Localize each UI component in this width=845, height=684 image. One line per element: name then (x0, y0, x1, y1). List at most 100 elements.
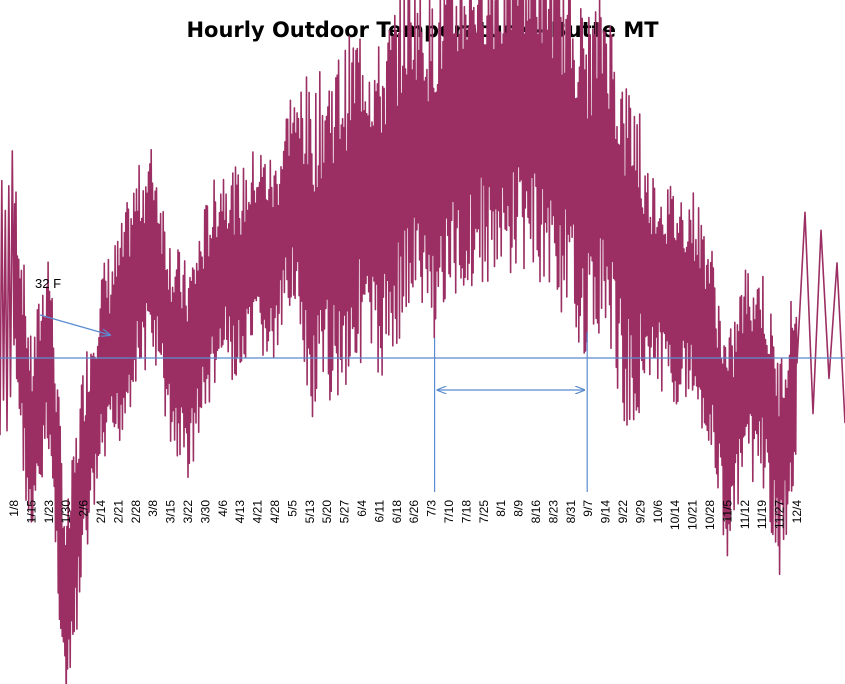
reference-pointer-arrow (39, 314, 110, 335)
data-point (778, 466, 780, 468)
x-tick-label: 1/8 (7, 500, 21, 517)
x-tick-label: 4/28 (268, 500, 282, 524)
x-tick-label: 10/14 (668, 500, 682, 530)
data-point (709, 341, 711, 343)
data-point (500, 123, 502, 125)
x-tick-label: 3/8 (146, 500, 160, 517)
x-tick-label: 8/9 (512, 500, 526, 517)
data-point (30, 450, 32, 452)
data-point (448, 138, 450, 140)
data-point (570, 154, 572, 156)
data-point (326, 232, 328, 234)
data-point (48, 341, 50, 343)
data-point (100, 372, 102, 374)
x-tick-label: 8/1 (494, 500, 508, 517)
data-point (552, 123, 554, 125)
x-tick-label: 6/11 (372, 500, 386, 523)
data-point (761, 372, 763, 374)
x-tick-label: 5/13 (303, 500, 317, 524)
x-tick-label: 12/4 (790, 500, 804, 524)
x-tick-label: 2/14 (94, 500, 108, 524)
data-point (483, 107, 485, 109)
x-tick-label: 2/28 (129, 500, 143, 524)
data-point (309, 263, 311, 265)
annotation-layer (434, 332, 588, 492)
x-tick-label: 6/18 (390, 500, 404, 524)
x-tick-label: 1/15 (24, 500, 38, 524)
x-tick-label: 7/18 (459, 500, 473, 524)
x-tick-label: 6/4 (355, 500, 369, 517)
x-tick-label: 9/7 (581, 500, 595, 517)
data-point (396, 170, 398, 172)
data-point (413, 138, 415, 140)
x-tick-label: 9/14 (599, 500, 613, 524)
x-tick-label: 10/28 (703, 500, 717, 530)
x-tick-label: 8/31 (564, 500, 578, 524)
x-tick-label: 2/6 (77, 500, 91, 517)
x-tick-label: 1/23 (42, 500, 56, 524)
x-tick-label: 7/25 (477, 500, 491, 524)
data-point (587, 185, 589, 187)
x-axis: 1/8 1/15 1/23 1/30 2/6 2/14 2/21 2/28 3/8 3/15 3/2… (7, 500, 804, 530)
data-point (622, 248, 624, 250)
x-tick-label: 11/27 (773, 500, 787, 529)
data-point (65, 622, 67, 624)
reference-label: 32 F (35, 276, 61, 291)
x-tick-label: 4/6 (216, 500, 230, 517)
x-tick-label: 10/6 (651, 500, 665, 524)
data-point (13, 263, 15, 265)
chart-title: Hourly Outdoor Temperature - Butte MT (186, 18, 659, 42)
data-point (222, 263, 224, 265)
data-point (378, 216, 380, 218)
x-tick-label: 4/21 (251, 500, 265, 524)
data-point (82, 466, 84, 468)
x-tick-label: 3/30 (198, 500, 212, 524)
data-point (726, 450, 728, 452)
data-point (291, 185, 293, 187)
x-tick-label: 11/19 (755, 500, 769, 529)
data-point (657, 279, 659, 281)
data-point (604, 154, 606, 156)
data-point (117, 341, 119, 343)
data-point (465, 123, 467, 125)
x-tick-label: 10/21 (686, 500, 700, 530)
data-point (639, 263, 641, 265)
data-point (169, 341, 171, 343)
reference-layer (0, 314, 845, 359)
x-tick-label: 11/12 (738, 500, 752, 529)
data-point (517, 92, 519, 94)
x-tick-label: 11/5 (720, 500, 734, 523)
x-tick-label: 3/22 (181, 500, 195, 524)
data-point (361, 185, 363, 187)
x-tick-label: 5/5 (285, 500, 299, 517)
data-point (135, 279, 137, 281)
data-point (152, 248, 154, 250)
data-point (744, 372, 746, 374)
x-tick-label: 5/20 (320, 500, 334, 524)
x-tick-label: 8/23 (546, 500, 560, 524)
x-tick-label: 3/15 (164, 500, 178, 524)
data-point (691, 294, 693, 296)
x-tick-label: 4/13 (233, 500, 247, 524)
x-tick-label: 2/21 (111, 500, 125, 524)
data-point (535, 107, 537, 109)
data-point (187, 372, 189, 374)
x-tick-label: 9/22 (616, 500, 630, 524)
data-point (796, 372, 798, 374)
x-tick-label: 8/16 (529, 500, 543, 524)
data-point (274, 263, 276, 265)
x-tick-label: 7/10 (442, 500, 456, 524)
x-tick-label: 7/3 (425, 500, 439, 517)
x-tick-label: 1/30 (59, 500, 73, 524)
x-tick-label: 9/29 (633, 500, 647, 524)
x-tick-label: 6/26 (407, 500, 421, 524)
data-point (674, 294, 676, 296)
data-point (204, 310, 206, 312)
x-tick-label: 5/27 (338, 500, 352, 524)
data-point (239, 279, 241, 281)
data-point (430, 170, 432, 172)
data-point (343, 216, 345, 218)
